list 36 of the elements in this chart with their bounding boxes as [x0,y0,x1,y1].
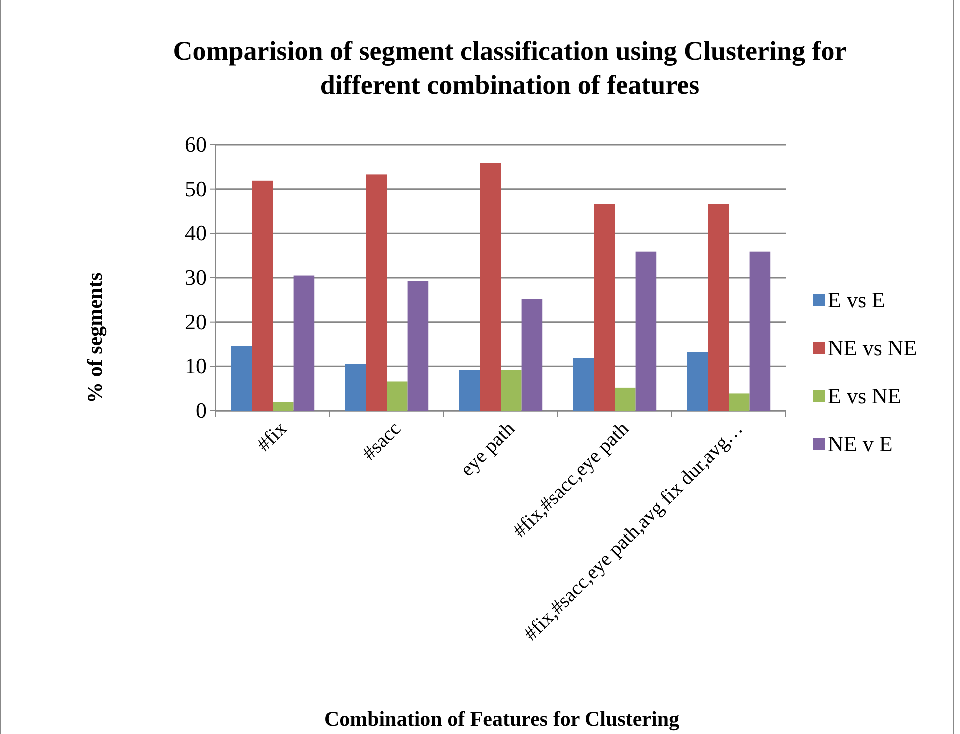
bar [615,388,636,411]
bar [750,252,771,411]
bar [573,358,594,411]
bar [294,276,315,411]
bar [366,174,387,411]
bar [459,370,480,411]
y-tick-label: 30 [185,265,207,290]
bar [729,394,750,411]
bar [708,204,729,411]
bar [501,370,522,411]
x-axis-title: Combination of Features for Clustering [324,707,680,731]
y-tick-label: 0 [196,398,207,424]
bar [387,382,408,411]
bar [252,180,273,411]
y-tick-label: 50 [185,176,207,202]
x-tick-label: #fix [253,418,292,456]
y-tick-label: 10 [185,354,207,379]
legend-label: E vs E [828,288,886,313]
y-axis-title: % of segments [83,272,107,404]
bar [636,252,657,411]
bar [522,299,543,411]
bar [594,204,615,411]
legend-label: NE v E [828,432,893,457]
y-tick-label: 60 [185,132,207,158]
legend-label: NE vs NE [828,336,918,361]
bar [231,346,252,411]
y-tick-label: 20 [185,309,207,334]
bar [408,281,429,411]
x-tick-label: eye path [456,418,520,481]
bar [345,364,366,411]
bar [480,163,501,411]
y-tick-label: 40 [185,220,207,246]
bar [687,352,708,411]
legend-label: E vs NE [828,384,902,409]
bar [273,402,294,411]
chart-title: Comparision of segment classification using Clustering for different combination of features [173,36,847,100]
